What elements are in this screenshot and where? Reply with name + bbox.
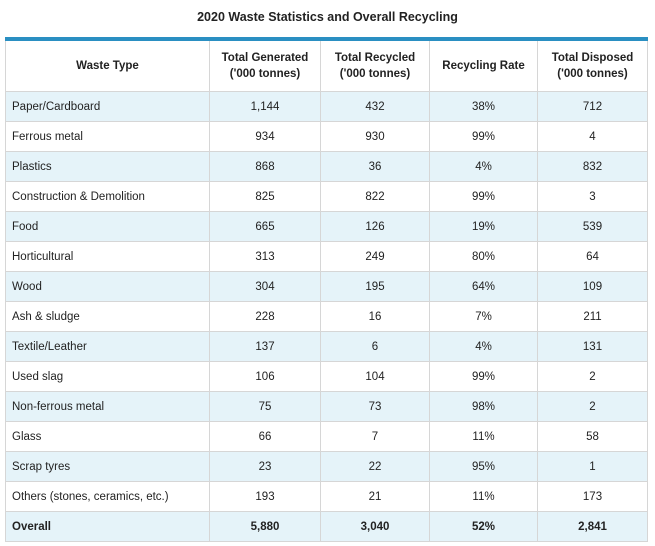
cell-total-recycled: 432: [320, 91, 430, 122]
table-header-row: Waste Type Total Generated ('000 tonnes)…: [5, 38, 648, 92]
table-row: Textile/Leather 137 6 4% 131: [5, 331, 648, 362]
table-row: Others (stones, ceramics, etc.) 193 21 11% 1…: [5, 481, 648, 512]
cell-recycling-rate: 99%: [429, 361, 538, 392]
cell-waste-type: Wood: [5, 271, 210, 302]
cell-recycling-rate: 4%: [429, 331, 538, 362]
cell-total-disposed: 2: [537, 391, 648, 422]
cell-total-recycled: 930: [320, 121, 430, 152]
cell-total-disposed: 109: [537, 271, 648, 302]
header-recycling-rate: Recycling Rate: [429, 38, 538, 92]
cell-total-disposed: 539: [537, 211, 648, 242]
cell-waste-type: Food: [5, 211, 210, 242]
cell-recycling-rate: 4%: [429, 151, 538, 182]
table-row: Non-ferrous metal 75 73 98% 2: [5, 391, 648, 422]
cell-total-disposed: 832: [537, 151, 648, 182]
cell-waste-type: Scrap tyres: [5, 451, 210, 482]
cell-waste-type: Paper/Cardboard: [5, 91, 210, 122]
cell-total-disposed: 64: [537, 241, 648, 272]
cell-waste-type: Overall: [5, 511, 210, 542]
cell-recycling-rate: 80%: [429, 241, 538, 272]
cell-waste-type: Ferrous metal: [5, 121, 210, 152]
cell-total-recycled: 249: [320, 241, 430, 272]
cell-total-recycled: 6: [320, 331, 430, 362]
table-row: Plastics 868 36 4% 832: [5, 151, 648, 182]
cell-waste-type: Horticultural: [5, 241, 210, 272]
cell-recycling-rate: 95%: [429, 451, 538, 482]
cell-recycling-rate: 19%: [429, 211, 538, 242]
cell-total-disposed: 4: [537, 121, 648, 152]
table-row: Paper/Cardboard 1,144 432 38% 712: [5, 91, 648, 122]
cell-recycling-rate: 99%: [429, 121, 538, 152]
cell-total-recycled: 22: [320, 451, 430, 482]
header-total-recycled: Total Recycled ('000 tonnes): [320, 38, 430, 92]
cell-recycling-rate: 11%: [429, 481, 538, 512]
cell-total-generated: 23: [209, 451, 321, 482]
cell-total-generated: 313: [209, 241, 321, 272]
cell-total-recycled: 21: [320, 481, 430, 512]
cell-total-disposed: 712: [537, 91, 648, 122]
table-row: Used slag 106 104 99% 2: [5, 361, 648, 392]
cell-total-disposed: 58: [537, 421, 648, 452]
header-total-generated: Total Generated ('000 tonnes): [209, 38, 321, 92]
cell-recycling-rate: 99%: [429, 181, 538, 212]
cell-total-recycled: 36: [320, 151, 430, 182]
cell-waste-type: Ash & sludge: [5, 301, 210, 332]
cell-total-generated: 106: [209, 361, 321, 392]
cell-total-recycled: 7: [320, 421, 430, 452]
cell-total-generated: 137: [209, 331, 321, 362]
table-row: Glass 66 7 11% 58: [5, 421, 648, 452]
cell-total-recycled: 16: [320, 301, 430, 332]
header-total-disposed: Total Disposed ('000 tonnes): [537, 38, 648, 92]
table-row: Scrap tyres 23 22 95% 1: [5, 451, 648, 482]
cell-total-generated: 825: [209, 181, 321, 212]
table-row: Wood 304 195 64% 109: [5, 271, 648, 302]
cell-recycling-rate: 7%: [429, 301, 538, 332]
table-title: 2020 Waste Statistics and Overall Recycl…: [197, 10, 458, 24]
cell-total-recycled: 822: [320, 181, 430, 212]
cell-total-recycled: 3,040: [320, 511, 430, 542]
cell-total-disposed: 173: [537, 481, 648, 512]
cell-total-disposed: 2: [537, 361, 648, 392]
cell-waste-type: Others (stones, ceramics, etc.): [5, 481, 210, 512]
cell-total-disposed: 211: [537, 301, 648, 332]
cell-recycling-rate: 98%: [429, 391, 538, 422]
table-row-overall: Overall 5,880 3,040 52% 2,841: [5, 511, 648, 542]
cell-waste-type: Non-ferrous metal: [5, 391, 210, 422]
cell-waste-type: Textile/Leather: [5, 331, 210, 362]
cell-recycling-rate: 52%: [429, 511, 538, 542]
cell-total-generated: 868: [209, 151, 321, 182]
cell-total-generated: 304: [209, 271, 321, 302]
cell-total-generated: 934: [209, 121, 321, 152]
cell-total-disposed: 1: [537, 451, 648, 482]
cell-total-generated: 665: [209, 211, 321, 242]
waste-statistics-table: Waste Type Total Generated ('000 tonnes)…: [5, 37, 648, 542]
cell-waste-type: Glass: [5, 421, 210, 452]
cell-recycling-rate: 11%: [429, 421, 538, 452]
cell-recycling-rate: 38%: [429, 91, 538, 122]
table-row: Horticultural 313 249 80% 64: [5, 241, 648, 272]
cell-total-recycled: 73: [320, 391, 430, 422]
cell-waste-type: Used slag: [5, 361, 210, 392]
cell-total-generated: 66: [209, 421, 321, 452]
cell-waste-type: Construction & Demolition: [5, 181, 210, 212]
cell-total-generated: 75: [209, 391, 321, 422]
cell-total-generated: 228: [209, 301, 321, 332]
table-row: Ferrous metal 934 930 99% 4: [5, 121, 648, 152]
cell-total-recycled: 126: [320, 211, 430, 242]
cell-total-disposed: 3: [537, 181, 648, 212]
table-row: Ash & sludge 228 16 7% 211: [5, 301, 648, 332]
table-row: Construction & Demolition 825 822 99% 3: [5, 181, 648, 212]
cell-waste-type: Plastics: [5, 151, 210, 182]
cell-total-recycled: 104: [320, 361, 430, 392]
cell-recycling-rate: 64%: [429, 271, 538, 302]
cell-total-disposed: 2,841: [537, 511, 648, 542]
cell-total-recycled: 195: [320, 271, 430, 302]
cell-total-generated: 5,880: [209, 511, 321, 542]
cell-total-disposed: 131: [537, 331, 648, 362]
cell-total-generated: 1,144: [209, 91, 321, 122]
table-row: Food 665 126 19% 539: [5, 211, 648, 242]
header-waste-type: Waste Type: [5, 38, 210, 92]
cell-total-generated: 193: [209, 481, 321, 512]
